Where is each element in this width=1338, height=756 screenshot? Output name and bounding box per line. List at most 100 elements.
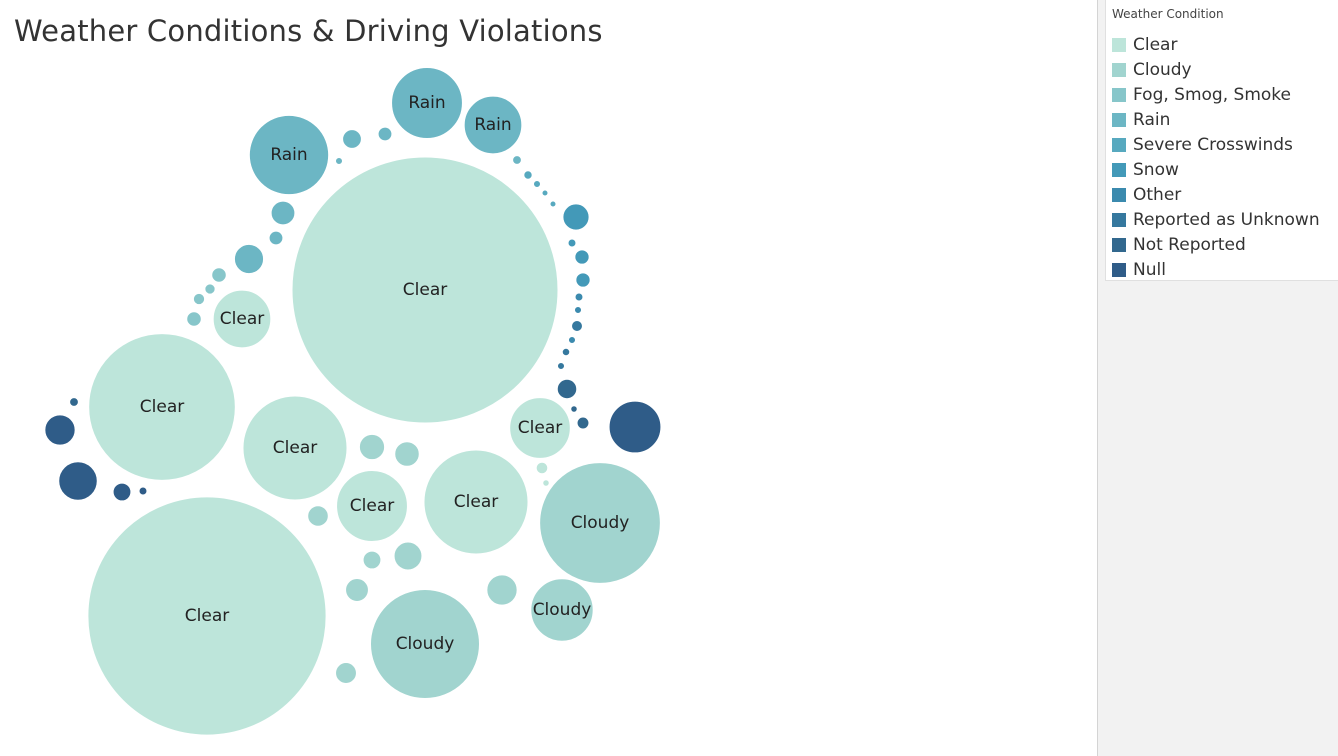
bubble-label: Clear xyxy=(185,606,229,626)
bubble-rain[interactable] xyxy=(268,230,284,246)
bubble-cloudy[interactable] xyxy=(307,505,329,527)
bubble-not-reported[interactable] xyxy=(69,397,79,407)
bubble-not-reported[interactable] xyxy=(556,378,578,400)
bubble-rain[interactable] xyxy=(270,200,296,226)
legend-item[interactable]: Other xyxy=(1112,182,1320,207)
bubble-snow[interactable] xyxy=(562,203,590,231)
bubble-clear[interactable] xyxy=(291,156,559,424)
bubble-cloudy[interactable] xyxy=(362,550,382,570)
bubble-null[interactable] xyxy=(58,461,98,501)
bubble-severe-crosswinds[interactable] xyxy=(523,170,533,180)
legend-item[interactable]: Severe Crosswinds xyxy=(1112,132,1320,157)
legend-swatch xyxy=(1112,162,1126,177)
legend-label: Snow xyxy=(1133,159,1179,180)
bubble-cloudy[interactable] xyxy=(393,541,423,571)
bubble-clear[interactable] xyxy=(423,449,529,555)
legend-swatch xyxy=(1112,212,1126,227)
bubble-severe-crosswinds[interactable] xyxy=(532,179,542,189)
bubble-label: Cloudy xyxy=(571,513,630,533)
bubble-severe-crosswinds[interactable] xyxy=(541,189,549,197)
bubble-rain[interactable] xyxy=(463,95,523,155)
legend-label: Clear xyxy=(1133,34,1178,55)
bubble-snow[interactable] xyxy=(567,238,577,248)
legend-label: Fog, Smog, Smoke xyxy=(1133,84,1291,105)
legend-swatch xyxy=(1112,262,1126,277)
bubble-clear[interactable] xyxy=(336,470,408,542)
legend-swatch xyxy=(1112,112,1126,127)
legend-item[interactable]: Clear xyxy=(1112,32,1320,57)
bubble-label: Rain xyxy=(474,115,511,135)
bubble-rain[interactable] xyxy=(233,243,265,275)
legend-label: Severe Crosswinds xyxy=(1133,134,1293,155)
bubble-clear[interactable] xyxy=(509,397,571,459)
bubble-rain[interactable] xyxy=(512,155,522,165)
legend-swatch xyxy=(1112,87,1126,102)
bubble-cloudy[interactable] xyxy=(394,441,420,467)
bubble-label: Clear xyxy=(403,280,447,300)
bubble-severe-crosswinds[interactable] xyxy=(549,200,557,208)
bubble-rain[interactable] xyxy=(334,156,344,166)
bubble-not-reported[interactable] xyxy=(576,416,590,430)
bubble-reported-as-unknown[interactable] xyxy=(561,347,571,357)
bubble-other[interactable] xyxy=(574,292,584,302)
legend-swatch xyxy=(1112,37,1126,52)
bubble-cloudy[interactable] xyxy=(486,574,518,606)
bubble-label: Cloudy xyxy=(533,600,592,620)
legend-item[interactable]: Rain xyxy=(1112,107,1320,132)
packed-bubble-chart: Clear Clear Clear Clear Clear Clear Clear Clear… xyxy=(44,67,662,736)
bubble-rain[interactable] xyxy=(248,114,330,196)
bubble-clear[interactable] xyxy=(242,395,348,501)
bubble-cloudy[interactable] xyxy=(369,588,481,700)
bubble-clear[interactable] xyxy=(212,289,272,349)
bubble-label: Rain xyxy=(270,145,307,165)
bubble-fog-smog-smoke[interactable] xyxy=(186,311,202,327)
legend-swatch xyxy=(1112,187,1126,202)
bubble-rain[interactable] xyxy=(342,129,362,149)
legend-label: Reported as Unknown xyxy=(1133,209,1320,230)
bubble-not-reported[interactable] xyxy=(570,405,578,413)
bubble-null[interactable] xyxy=(138,486,148,496)
chart-panel: Weather Conditions & Driving Violations … xyxy=(0,0,1098,756)
bubble-fog-smog-smoke[interactable] xyxy=(192,292,206,306)
bubble-label: Clear xyxy=(273,438,317,458)
bubble-clear[interactable] xyxy=(542,479,550,487)
bubble-cloudy[interactable] xyxy=(358,433,386,461)
legend-label: Null xyxy=(1133,259,1166,280)
legend-title: Weather Condition xyxy=(1112,7,1224,21)
legend-item[interactable]: Cloudy xyxy=(1112,57,1320,82)
bubble-other[interactable] xyxy=(567,335,577,345)
bubble-cloudy[interactable] xyxy=(539,462,661,584)
legend-swatch xyxy=(1112,137,1126,152)
bubble-null[interactable] xyxy=(608,400,662,454)
bubble-snow[interactable] xyxy=(575,272,591,288)
legend-item[interactable]: Reported as Unknown xyxy=(1112,207,1320,232)
legend-swatch xyxy=(1112,237,1126,252)
legend-item[interactable]: Fog, Smog, Smoke xyxy=(1112,82,1320,107)
bubble-snow[interactable] xyxy=(574,249,590,265)
bubble-cloudy[interactable] xyxy=(530,578,594,642)
bubble-null[interactable] xyxy=(112,482,132,502)
bubble-clear[interactable] xyxy=(535,461,549,475)
bubble-fog-smog-smoke[interactable] xyxy=(204,283,216,295)
legend-label: Other xyxy=(1133,184,1182,205)
bubble-reported-as-unknown[interactable] xyxy=(556,361,566,371)
bubble-clear[interactable] xyxy=(87,496,327,736)
bubble-label: Clear xyxy=(454,492,498,512)
legend-swatch xyxy=(1112,62,1126,77)
legend-item[interactable]: Null xyxy=(1112,257,1320,282)
bubble-other[interactable] xyxy=(573,305,583,315)
bubble-fog-smog-smoke[interactable] xyxy=(211,267,227,283)
chart-title: Weather Conditions & Driving Violations xyxy=(14,14,603,48)
color-legend: Weather Condition Clear Cloudy Fog, Smog, … xyxy=(1105,0,1338,281)
bubble-reported-as-unknown[interactable] xyxy=(571,320,583,332)
bubble-rain[interactable] xyxy=(391,67,463,139)
bubble-null[interactable] xyxy=(44,414,76,446)
bubble-label: Cloudy xyxy=(396,634,455,654)
legend-label: Cloudy xyxy=(1133,59,1192,80)
bubble-clear[interactable] xyxy=(88,333,236,481)
bubble-rain[interactable] xyxy=(377,126,393,142)
legend-item[interactable]: Snow xyxy=(1112,157,1320,182)
bubble-cloudy[interactable] xyxy=(335,662,357,684)
legend-item[interactable]: Not Reported xyxy=(1112,232,1320,257)
bubble-cloudy[interactable] xyxy=(345,578,369,602)
